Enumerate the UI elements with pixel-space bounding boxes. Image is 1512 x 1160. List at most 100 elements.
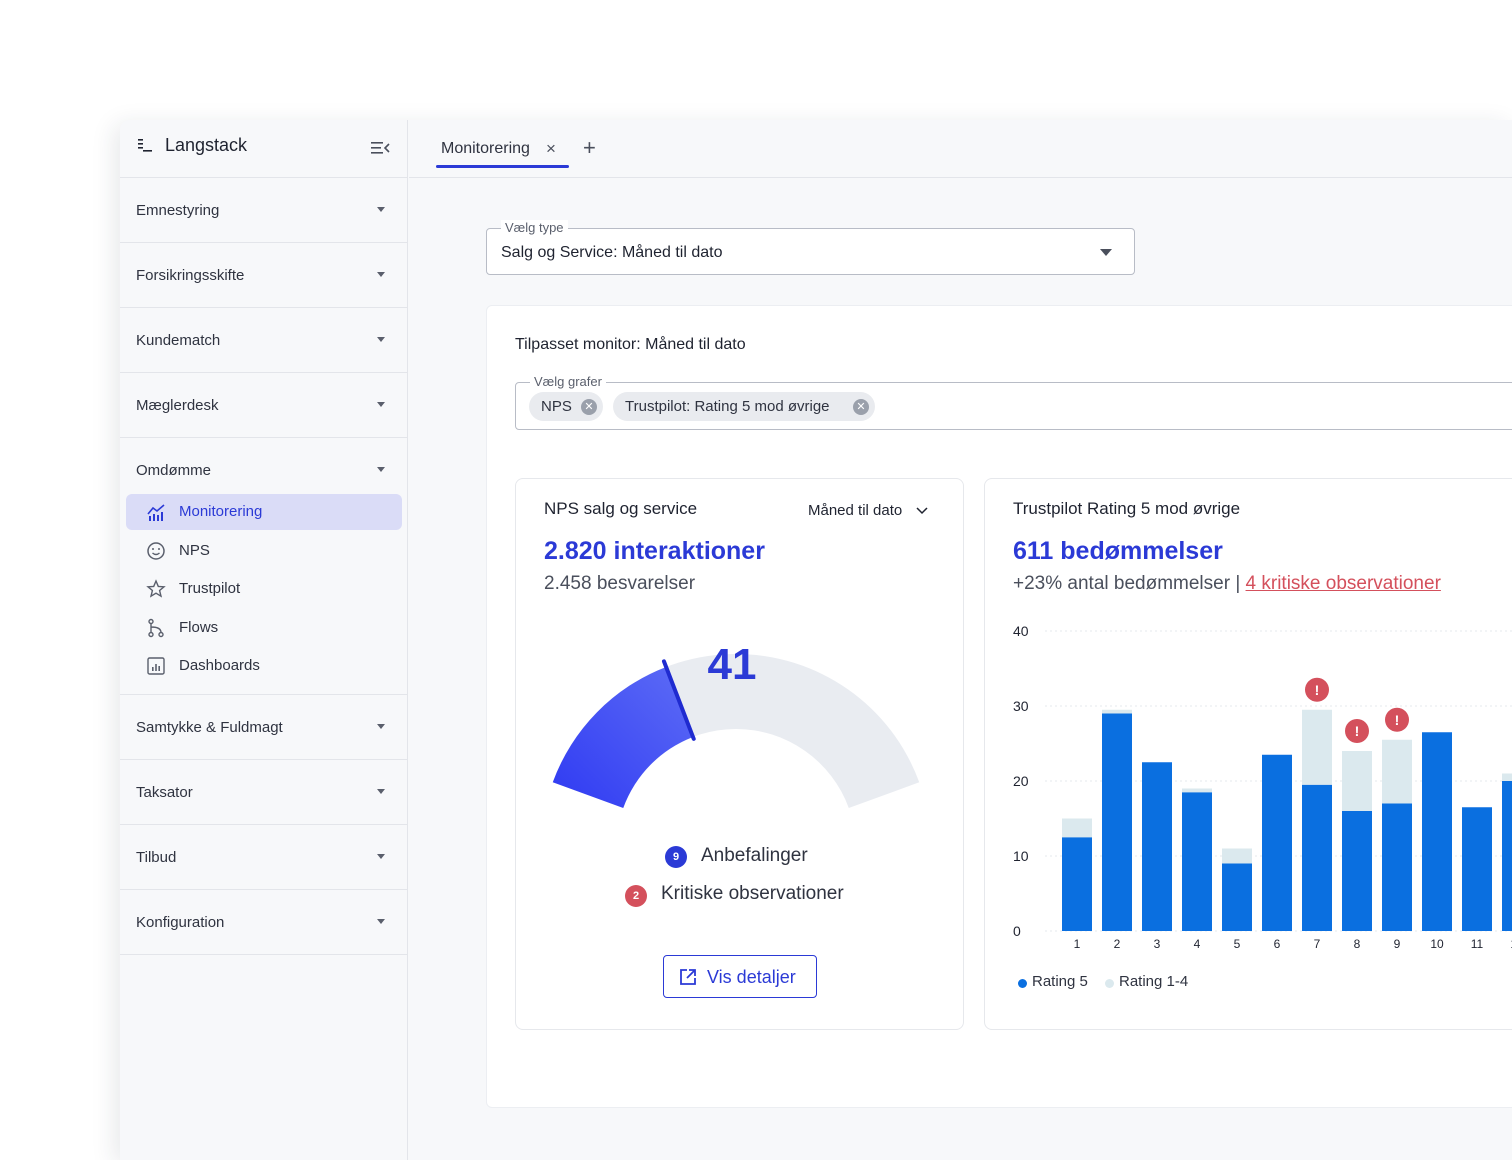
app-window: Langstack Emnestyring Forsikringsskifte … bbox=[120, 120, 1512, 1160]
trustpilot-card: Trustpilot Rating 5 mod øvrige 611 bedøm… bbox=[984, 478, 1512, 1030]
sidebar-item-label: Monitorering bbox=[179, 503, 263, 520]
sidebar-group-taksator[interactable]: Taksator bbox=[120, 760, 407, 825]
bar-rating-5 bbox=[1182, 792, 1212, 931]
x-tick-label: 12 bbox=[1510, 937, 1512, 951]
bar-rating-1-4 bbox=[1222, 848, 1252, 864]
sidebar-group-omdomme: Omdømme Monitorering bbox=[120, 438, 407, 695]
graph-select[interactable]: Vælg grafer NPS ✕ Trustpilot: Rating 5 m… bbox=[515, 374, 1512, 430]
bar-rating-5 bbox=[1342, 811, 1372, 931]
caret-down-icon bbox=[377, 919, 385, 924]
sidebar-group-tilbud[interactable]: Tilbud bbox=[120, 825, 407, 890]
remove-chip-icon[interactable]: ✕ bbox=[581, 399, 597, 415]
critical-marker bbox=[1345, 719, 1369, 743]
x-tick-label: 8 bbox=[1354, 937, 1361, 951]
remove-chip-icon[interactable]: ✕ bbox=[853, 399, 869, 415]
show-details-button[interactable]: Vis detaljer bbox=[663, 955, 817, 998]
sidebar-group-label: Emnestyring bbox=[136, 202, 220, 219]
tab-label: Monitorering bbox=[441, 140, 530, 157]
bar-rating-5 bbox=[1462, 807, 1492, 931]
brand-header: Langstack bbox=[120, 120, 407, 178]
critical-marker bbox=[1385, 707, 1409, 732]
chevron-down-icon[interactable] bbox=[916, 505, 928, 515]
sidebar-group-label: Mæglerdesk bbox=[136, 397, 219, 414]
smiley-icon bbox=[147, 542, 165, 560]
x-tick-label: 4 bbox=[1194, 937, 1201, 951]
sidebar-item-dashboards[interactable]: Dashboards bbox=[126, 648, 402, 684]
sidebar-group-emnestyring[interactable]: Emnestyring bbox=[120, 178, 407, 243]
y-tick-label: 30 bbox=[1013, 698, 1029, 714]
sidebar-group-forsikringsskifte[interactable]: Forsikringsskifte bbox=[120, 243, 407, 308]
legend-swatch-rating-5 bbox=[1018, 979, 1027, 988]
y-tick-label: 0 bbox=[1013, 923, 1021, 939]
sidebar-item-monitorering[interactable]: Monitorering bbox=[126, 494, 402, 530]
legend-label-rating-1-4: Rating 1-4 bbox=[1119, 973, 1189, 990]
caret-down-icon bbox=[377, 724, 385, 729]
bar-rating-1-4 bbox=[1342, 751, 1372, 811]
bar-rating-5 bbox=[1382, 803, 1412, 931]
trustpilot-card-title: Trustpilot Rating 5 mod øvrige bbox=[1013, 499, 1241, 518]
sidebar-item-label: Flows bbox=[179, 619, 219, 636]
period-select[interactable]: Måned til dato bbox=[808, 502, 903, 519]
x-tick-label: 6 bbox=[1274, 937, 1281, 951]
critical-marker-glyph: ! bbox=[1315, 682, 1320, 698]
add-tab-button[interactable]: + bbox=[583, 135, 596, 160]
caret-down-icon bbox=[377, 854, 385, 859]
chart-icon bbox=[147, 504, 165, 521]
dropdown-arrow-icon bbox=[1100, 249, 1112, 256]
bar-rating-5 bbox=[1062, 837, 1092, 931]
sidebar-item-nps[interactable]: NPS bbox=[126, 533, 402, 569]
y-tick-label: 40 bbox=[1013, 623, 1029, 639]
chip-nps[interactable]: NPS ✕ bbox=[529, 392, 603, 421]
gauge-fill bbox=[552, 666, 693, 808]
critical-observations-link[interactable]: 4 kritiske observationer bbox=[1245, 573, 1441, 594]
type-select-value: Salg og Service: Måned til dato bbox=[501, 244, 723, 261]
sidebar-group-label: Forsikringsskifte bbox=[136, 267, 245, 284]
bar-rating-5 bbox=[1102, 713, 1132, 931]
x-tick-label: 3 bbox=[1154, 937, 1161, 951]
sidebar-group-kundematch[interactable]: Kundematch bbox=[120, 308, 407, 373]
stats-separator: | bbox=[1235, 573, 1241, 594]
close-tab-icon[interactable]: × bbox=[546, 139, 556, 158]
sidebar-group-omdomme-header[interactable]: Omdømme bbox=[120, 438, 407, 500]
critical-label: Kritiske observationer bbox=[661, 883, 844, 904]
sidebar-group-label: Samtykke & Fuldmagt bbox=[136, 719, 283, 736]
collapse-sidebar-icon[interactable] bbox=[370, 140, 390, 156]
type-select[interactable]: Vælg type Salg og Service: Måned til dat… bbox=[486, 220, 1135, 275]
star-icon bbox=[146, 579, 166, 598]
sidebar-group-konfiguration[interactable]: Konfiguration bbox=[120, 890, 407, 955]
sidebar-group-label: Taksator bbox=[136, 784, 193, 801]
sidebar-item-label: NPS bbox=[179, 542, 210, 559]
legend-label-rating-5: Rating 5 bbox=[1032, 973, 1088, 990]
legend-swatch-rating-1-4 bbox=[1105, 979, 1114, 988]
bar-rating-1-4 bbox=[1502, 773, 1512, 781]
tab-monitorering[interactable]: Monitorering × bbox=[436, 120, 569, 178]
sidebar-item-trustpilot[interactable]: Trustpilot bbox=[126, 571, 402, 607]
flow-icon bbox=[148, 618, 164, 638]
caret-down-icon bbox=[377, 207, 385, 212]
monitor-panel: Tilpasset monitor: Måned til dato Vælg g… bbox=[486, 305, 1512, 1108]
caret-down-icon bbox=[377, 337, 385, 342]
graph-select-label: Vælg grafer bbox=[530, 374, 606, 389]
x-tick-label: 5 bbox=[1234, 937, 1241, 951]
x-tick-label: 10 bbox=[1430, 937, 1444, 951]
reviews-count: 611 bedømmelser bbox=[1013, 537, 1223, 565]
caret-down-icon bbox=[377, 789, 385, 794]
sidebar-group-samtykke[interactable]: Samtykke & Fuldmagt bbox=[120, 695, 407, 760]
recommendations-badge: 9 bbox=[665, 846, 687, 868]
critical-marker bbox=[1305, 677, 1329, 702]
sidebar-group-label: Kundematch bbox=[136, 332, 221, 349]
sidebar-item-label: Trustpilot bbox=[179, 580, 241, 597]
recommendations-label: Anbefalinger bbox=[701, 845, 808, 866]
sidebar-group-maeglerdesk[interactable]: Mæglerdesk bbox=[120, 373, 407, 438]
external-link-icon bbox=[680, 969, 696, 985]
chip-trustpilot[interactable]: Trustpilot: Rating 5 mod øvrige ✕ bbox=[613, 392, 875, 421]
caret-down-icon bbox=[377, 402, 385, 407]
sidebar-item-flows[interactable]: Flows bbox=[126, 610, 402, 646]
interactions-count: 2.820 interaktioner bbox=[544, 537, 765, 565]
nps-gauge: 41 bbox=[552, 640, 920, 808]
bar-rating-5 bbox=[1262, 754, 1292, 931]
critical-marker-glyph: ! bbox=[1395, 712, 1400, 728]
gauge-needle bbox=[661, 659, 696, 741]
bar-rating-1-4 bbox=[1062, 818, 1092, 838]
x-tick-label: 11 bbox=[1471, 937, 1484, 951]
